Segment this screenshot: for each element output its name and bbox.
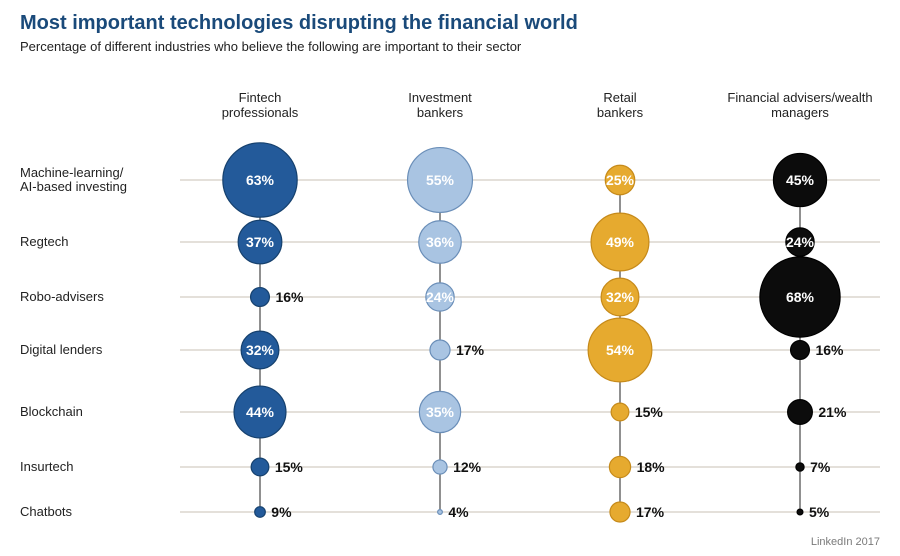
row-labels: Machine-learning/AI-based investing Regte…: [20, 165, 127, 519]
row-label: Insurtech: [20, 459, 73, 474]
bubble: [791, 341, 810, 360]
column-header: Financial advisers/wealth: [727, 90, 872, 105]
bubble-value: 49%: [606, 234, 635, 250]
column-header: Retail: [603, 90, 636, 105]
bubble-value: 63%: [246, 172, 275, 188]
source-credit: LinkedIn 2017: [811, 536, 880, 548]
bubble-value: 44%: [246, 404, 275, 420]
bubble-value: 54%: [606, 342, 635, 358]
row-label: AI-based investing: [20, 179, 127, 194]
row-label: Blockchain: [20, 404, 83, 419]
bubble-value: 16%: [275, 289, 304, 305]
row-label: Digital lenders: [20, 342, 103, 357]
column-headers: FintechprofessionalsInvestmentbankersRet…: [222, 90, 873, 120]
bubble-chart: FintechprofessionalsInvestmentbankersRet…: [20, 72, 880, 542]
bubble-value: 45%: [786, 172, 815, 188]
column-header: bankers: [597, 105, 644, 120]
bubble-chart-svg: FintechprofessionalsInvestmentbankersRet…: [20, 72, 880, 542]
row-label: Regtech: [20, 234, 68, 249]
column-header: Investment: [408, 90, 472, 105]
bubble: [609, 456, 630, 477]
bubble-value: 21%: [818, 404, 847, 420]
bubble: [610, 502, 630, 522]
bubble: [796, 463, 804, 471]
bubble-value: 32%: [246, 342, 275, 358]
bubble-value: 15%: [635, 404, 664, 420]
column-header: bankers: [417, 105, 464, 120]
bubble: [438, 510, 443, 515]
bubble-value: 18%: [637, 459, 666, 475]
bubble-value: 37%: [246, 234, 275, 250]
chart-subtitle: Percentage of different industries who b…: [20, 39, 880, 54]
bubbles: 63% 55% 25% 45% 37% 36% 49% 24% 16% 24% 32% 68% 32% 1…: [223, 143, 847, 522]
bubble: [255, 507, 266, 518]
bubble-value: 32%: [606, 289, 635, 305]
row-label: Chatbots: [20, 504, 73, 519]
row-label: Machine-learning/: [20, 165, 124, 180]
bubble: [797, 509, 803, 515]
bubble: [251, 288, 270, 307]
bubble: [788, 400, 813, 425]
bubble-value: 9%: [271, 504, 292, 520]
bubble-value: 7%: [810, 459, 831, 475]
chart-title: Most important technologies disrupting t…: [20, 12, 880, 35]
bubble-value: 17%: [636, 504, 665, 520]
bubble-value: 24%: [426, 289, 455, 305]
bubble-value: 17%: [456, 342, 485, 358]
bubble-value: 5%: [809, 504, 830, 520]
bubble-value: 55%: [426, 172, 455, 188]
bubble-value: 36%: [426, 234, 455, 250]
bubble-value: 16%: [815, 342, 844, 358]
bubble: [430, 340, 450, 360]
bubble-value: 12%: [453, 459, 482, 475]
bubble-value: 68%: [786, 289, 815, 305]
column-header: managers: [771, 105, 829, 120]
column-header: professionals: [222, 105, 299, 120]
column-connectors: [260, 180, 800, 512]
bubble-value: 24%: [786, 234, 815, 250]
column-header: Fintech: [239, 90, 282, 105]
bubble: [611, 403, 629, 421]
bubble-value: 4%: [448, 504, 469, 520]
bubble: [433, 460, 447, 474]
bubble-value: 35%: [426, 404, 455, 420]
bubble-value: 25%: [606, 172, 635, 188]
row-label: Robo-advisers: [20, 289, 104, 304]
bubble-value: 15%: [275, 459, 304, 475]
bubble: [251, 458, 269, 476]
